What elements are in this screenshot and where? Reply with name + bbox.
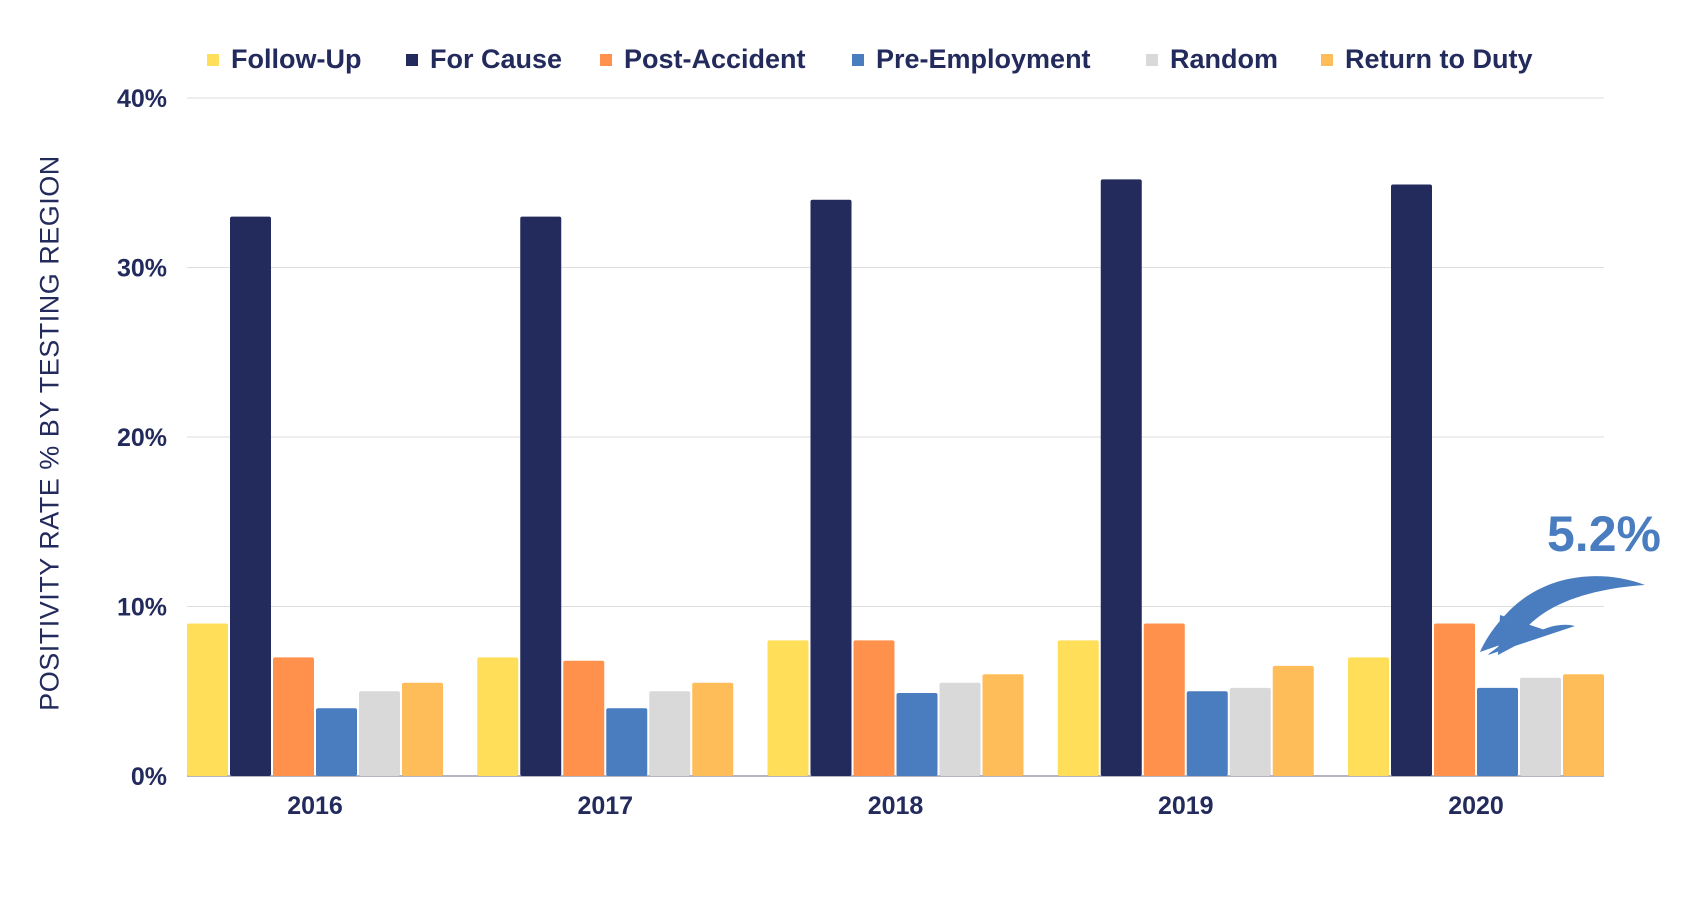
curved-arrow-icon [1480, 576, 1645, 655]
x-tick-label: 2017 [577, 792, 633, 820]
bar-return-to-duty-2017 [692, 682, 734, 776]
bar-return-to-duty-2018 [982, 674, 1024, 776]
bar-follow-up-2018 [767, 640, 809, 776]
legend-swatch [406, 53, 418, 66]
bar-post-accident-2017 [563, 660, 605, 776]
bar-post-accident-2016 [273, 657, 314, 776]
legend-label: Return to Duty [1345, 44, 1533, 74]
bar-pre-employment-2017 [606, 708, 648, 776]
bar-pre-employment-2019 [1186, 691, 1228, 776]
legend-label: For Cause [430, 44, 563, 74]
legend-label: Post-Accident [624, 44, 806, 74]
legend-label: Random [1170, 44, 1278, 74]
bar-for-cause-2016 [230, 216, 271, 776]
legend-label: Follow-Up [231, 44, 362, 74]
bar-pre-employment-2016 [316, 708, 357, 776]
bar-random-2018 [939, 682, 981, 776]
legend-swatch [600, 53, 612, 66]
legend-item: Post-Accident [600, 44, 806, 75]
legend-item: Pre-Employment [852, 44, 1091, 75]
legend-swatch [207, 53, 219, 66]
bar-follow-up-2017 [477, 657, 519, 776]
y-tick-label: 40% [117, 85, 167, 113]
x-tick-label: 2016 [287, 792, 343, 820]
legend-item: Return to Duty [1321, 44, 1532, 75]
bar-random-2017 [649, 691, 691, 776]
bar-pre-employment-2018 [896, 692, 938, 776]
legend-label: Pre-Employment [876, 44, 1091, 74]
bar-follow-up-2019 [1057, 640, 1099, 776]
annotation-label: 5.2% [1547, 506, 1661, 562]
bar-for-cause-2018 [810, 199, 852, 776]
bar-for-cause-2020 [1391, 184, 1432, 776]
legend-item: For Cause [406, 44, 562, 75]
y-tick-label: 30% [117, 255, 167, 283]
y-tick-label: 20% [117, 424, 167, 452]
bar-return-to-duty-2020 [1563, 674, 1604, 776]
y-tick-label: 0% [131, 763, 167, 791]
legend-item: Random [1146, 44, 1278, 75]
y-axis-title: POSITIVITY RATE % BY TESTING REGION [34, 155, 65, 711]
bar-return-to-duty-2016 [402, 682, 443, 776]
legend-swatch [1146, 53, 1158, 66]
legend-swatch [852, 53, 864, 66]
bar-for-cause-2019 [1100, 179, 1142, 777]
bar-follow-up-2020 [1348, 657, 1389, 776]
bar-random-2020 [1520, 677, 1561, 776]
x-tick-label: 2018 [868, 792, 924, 820]
x-tick-labels: 2016 2017 2018 2019 2020 [287, 792, 1504, 820]
bar-for-cause-2017 [520, 216, 562, 776]
bar-post-accident-2018 [853, 640, 895, 776]
bar-random-2019 [1229, 687, 1271, 776]
bar-follow-up-2016 [187, 623, 228, 776]
bars [187, 179, 1604, 777]
legend-swatch [1321, 53, 1333, 66]
x-tick-label: 2020 [1448, 792, 1504, 820]
y-tick-labels: 0% 10% 20% 30% 40% [117, 85, 167, 791]
bar-post-accident-2020 [1434, 623, 1475, 776]
y-tick-label: 10% [117, 594, 167, 622]
bar-pre-employment-2020 [1477, 687, 1518, 776]
bar-post-accident-2019 [1143, 623, 1185, 776]
legend-item: Follow-Up [207, 44, 361, 75]
x-tick-label: 2019 [1158, 792, 1214, 820]
bar-return-to-duty-2019 [1272, 665, 1314, 776]
bar-random-2016 [359, 691, 400, 776]
